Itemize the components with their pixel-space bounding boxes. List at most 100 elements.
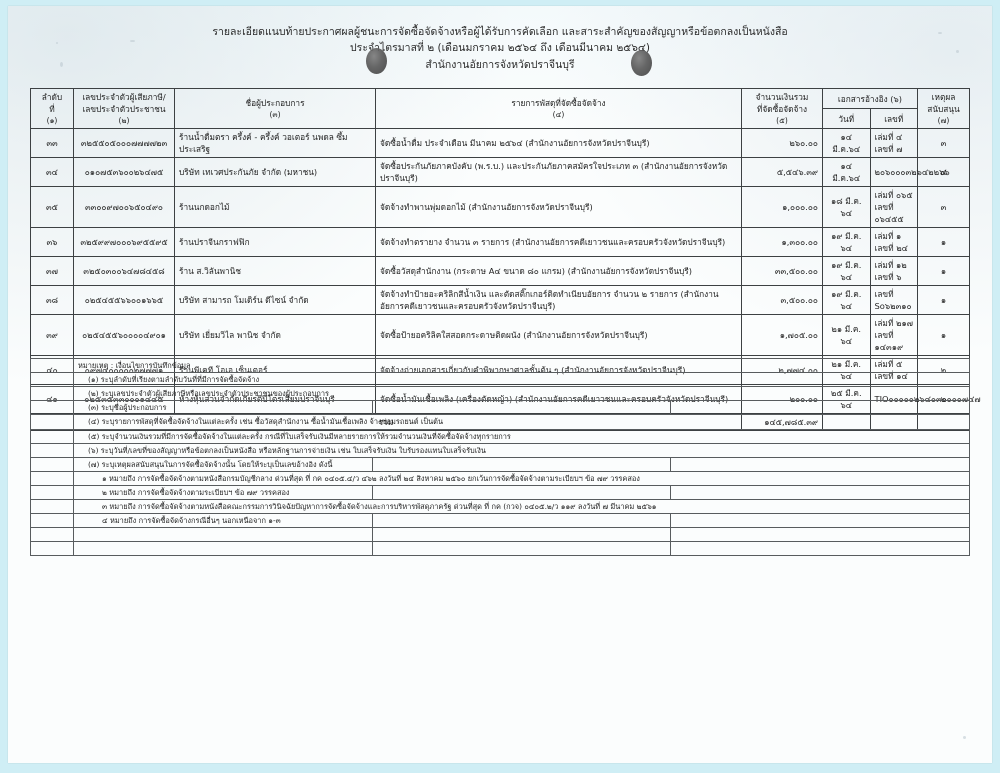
notes-gutter: [30, 357, 74, 374]
cell-reason: ๓: [917, 128, 970, 159]
cell-description: จัดจ้างทำตรายาง จำนวน ๓ รายการ (สำนักงาน…: [375, 227, 742, 258]
cell-description: จัดซื้อป้ายอคริลิคใสสอดกระดาษติดผนัง (สำ…: [375, 314, 742, 357]
notes-gutter: [30, 499, 74, 515]
column-header-reference-date: วันที่: [822, 108, 871, 130]
document-title-line-1: รายละเอียดแนบท้ายประกาศผลผู้ชนะการจัดซื้…: [212, 26, 788, 38]
notes-blank-rest: [371, 527, 672, 543]
column-header-tax-id: เลขประจำตัวผู้เสียภาษี/ เลขประจำตัวประชา…: [73, 87, 175, 130]
document-title-line-3: สำนักงานอัยการจังหวัดปราจีนบุรี: [425, 58, 575, 71]
notes-blank-row: [30, 541, 970, 557]
cell-reference-date: ๒๑ มี.ค. ๖๔: [822, 314, 871, 357]
cell-tax-id: ๐๒๕๔๕๕๖๖๐๐๑๖๖๕: [73, 285, 175, 316]
notes-item-row: (๒) ระบุเลขประจำตัวผู้เสียภาษีหรือเลขประ…: [30, 386, 970, 402]
notes-filler-right: [670, 484, 970, 501]
scan-speck: [956, 50, 959, 53]
notes-item-row: (๗) ระบุเหตุผลสนับสนุนในการจัดซื้อจัดจ้า…: [30, 456, 970, 472]
column-header-vendor-name: ชื่อผู้ประกอบการ (๓): [174, 87, 376, 130]
column-header-tax-l2: เลขประจำตัวประชาชน: [82, 104, 166, 115]
notes-item-1: (๑) ระบุลำดับที่เรียงตามลำดับวันที่ที่มี…: [73, 372, 970, 388]
column-header-amount-l2: ที่จัดซื้อจัดจ้าง: [756, 104, 808, 115]
cell-reason: ๑: [917, 256, 970, 287]
cell-amount: ๓,๕๐๐.๐๐: [741, 285, 823, 316]
column-header-amount: จำนวนเงินรวม ที่จัดซื้อจัดจ้าง (๕): [741, 87, 823, 130]
table-row: ๓๕ ๓๓๐๐๙๗๐๐๖๕๐๔๙๐ ร้านนกดอกไม้ จัดจ้างทำ…: [30, 186, 970, 229]
table-row: ๓๖ ๓๒๕๙๙๗๐๐๐๖๙๕๕๙๕ ร้านปราจีนกราฟฟิก จัด…: [30, 227, 970, 258]
cell-reference-number: เล่มที่ ๑๒ เลขที่ ๖: [869, 256, 918, 287]
cell-reference-date: ๑๔ มี.ค.๖๔: [822, 128, 871, 159]
cell-vendor-name: ร้านน้ำดื่มตรา ครึ้งค์ - ครึ้งค์ วอเตอร์…: [174, 128, 376, 159]
scan-speck: [963, 736, 966, 739]
document-header: รายละเอียดแนบท้ายประกาศผลผู้ชนะการจัดซื้…: [8, 24, 992, 73]
column-header-description-index: (๔): [552, 110, 565, 120]
cell-description: จัดซื้อน้ำดื่ม ประจำเดือน มีนาคม ๒๕๖๔ (ส…: [375, 128, 742, 159]
column-header-vendor-label: ชื่อผู้ประกอบการ: [245, 98, 305, 108]
notes-item-5: (๕) ระบุจำนวนเงินรวมที่มีการจัดซื้อจัดจ้…: [73, 428, 970, 444]
cell-reference-date: ๑๙ มี.ค. ๖๔: [822, 227, 871, 258]
notes-filler-right: [670, 400, 970, 416]
notes-blank-right: [670, 527, 970, 543]
table-header-row: ลำดับ ที่ (๑) เลขประจำตัวผู้เสียภาษี/ เล…: [30, 87, 970, 130]
column-header-description: รายการพัสดุที่จัดซื้อจัดจ้าง (๔): [375, 87, 742, 130]
notes-blank-rest: [371, 541, 672, 557]
column-header-reference-group: เอกสารอ้างอิง (๖): [822, 87, 918, 110]
notes-body: หมายเหตุ : เงื่อนไขการบันทึกข้อมูล (๑) ร…: [30, 357, 970, 557]
notes-subitem-3: ๓ หมายถึง การจัดซื้อจัดจ้างตามหนังสือคณะ…: [73, 499, 970, 515]
cell-vendor-name: บริษัท เยี่ยมวิไล พานิช จำกัด: [174, 314, 376, 357]
notes-gutter: [30, 541, 74, 557]
notes-item-row: (๕) ระบุจำนวนเงินรวมที่มีการจัดซื้อจัดจ้…: [30, 428, 970, 444]
cell-vendor-name: ร้านนกดอกไม้: [174, 186, 376, 229]
cell-reference-date: ๑๙ มี.ค. ๖๔: [822, 256, 871, 287]
cell-reference-date: ๑๔ มี.ค.๖๔: [822, 157, 871, 188]
table-header: ลำดับ ที่ (๑) เลขประจำตัวผู้เสียภาษี/ เล…: [30, 87, 970, 130]
notes-item-row: (๑) ระบุลำดับที่เรียงตามลำดับวันที่ที่มี…: [30, 372, 970, 388]
column-header-tax-l1: เลขประจำตัวผู้เสียภาษี/: [82, 92, 166, 102]
notes-filler: [371, 456, 672, 472]
notes-heading: หมายเหตุ : เงื่อนไขการบันทึกข้อมูล: [73, 357, 970, 374]
notes-gutter: [30, 372, 74, 388]
column-header-amount-index: (๕): [776, 116, 788, 126]
table-row: ๓๓ ๓๒๕๕๐๕๐๐๐๗๗๗๗๒๓ ร้านน้ำดื่มตรา ครึ้งค…: [30, 128, 970, 159]
scan-speck: [130, 40, 135, 42]
table-row: ๓๔ ๐๑๐๗๕๓๖๐๐๒๖๔๗๕ บริษัท เทเวศประกันภัย …: [30, 157, 970, 188]
column-header-no-l1: ลำดับ: [41, 92, 63, 102]
scan-speck: [938, 32, 942, 34]
cell-tax-id: ๓๓๐๐๙๗๐๐๖๕๐๔๙๐: [73, 186, 175, 229]
notes-gutter: [30, 400, 74, 416]
notes-gutter: [30, 484, 74, 501]
notes-gutter: [30, 386, 74, 402]
cell-no: ๓๘: [30, 285, 74, 316]
column-header-reference-number: เลขที่: [869, 108, 918, 130]
cell-reference-number: เล่มที่ ๑ เลขที่ ๒๔: [869, 227, 918, 258]
notes-gutter: [30, 442, 74, 458]
column-header-description-label: รายการพัสดุที่จัดซื้อจัดจ้าง: [511, 98, 606, 108]
cell-reference-number: เล่มที่ ๔ เลขที่ ๗: [869, 128, 918, 159]
table-subheader-row: วันที่ เลขที่: [31, 108, 970, 130]
notes-blank-row: [30, 527, 970, 543]
cell-tax-id: ๐๒๕๔๕๕๖๐๐๐๐๔๙๐๑: [73, 314, 175, 357]
cell-no: ๓๗: [30, 256, 74, 287]
notes-item-3: (๓) ระบุชื่อผู้ประกอบการ: [73, 400, 373, 416]
table-row: ๓๙ ๐๒๕๔๕๕๖๐๐๐๐๔๙๐๑ บริษัท เยี่ยมวิไล พาน…: [30, 314, 970, 357]
table-row: ๓๗ ๓๒๕๐๓๐๐๖๔๗๘๔๕๘ ร้าน ส.วิลันพานิช จัดซ…: [30, 256, 970, 287]
cell-reference-number: เล่มที่ ๐๖๕ เลขที่ ๐๖๔๕๕: [869, 186, 918, 229]
document-title-line-2: ประจำไตรมาสที่ ๒ (เดือนมกราคม ๒๕๖๔ ถึง เ…: [350, 42, 650, 55]
cell-no: ๓๕: [30, 186, 74, 229]
cell-amount: ๕,๕๔๖.๓๙: [741, 157, 823, 188]
cell-reference-date: ๑๘ มี.ค. ๖๔: [822, 186, 871, 229]
notes-filler: [371, 400, 672, 416]
cell-reason: ๑: [917, 227, 970, 258]
notes-section: หมายเหตุ : เงื่อนไขการบันทึกข้อมูล (๑) ร…: [30, 357, 970, 557]
cell-reason: ๑: [917, 314, 970, 357]
cell-vendor-name: ร้าน ส.วิลันพานิช: [174, 256, 376, 287]
column-header-reason-l2: สนับสนุน: [927, 104, 960, 115]
notes-blank-right: [670, 541, 970, 557]
notes-item-7: (๗) ระบุเหตุผลสนับสนุนในการจัดซื้อจัดจ้า…: [73, 456, 373, 472]
cell-amount: ๒๖๐.๐๐: [741, 128, 823, 159]
cell-reason: ๓: [917, 186, 970, 229]
cell-tax-id: ๓๒๕๐๓๐๐๖๔๗๘๔๕๘: [73, 256, 175, 287]
cell-reference-number: ๒๐๖๐๐๐๓๒๖๔๒๒๖๖: [869, 157, 950, 188]
cell-description: จัดจ้างทำพานพุ่มดอกไม้ (สำนักงานอัยการจั…: [375, 186, 742, 229]
cell-tax-id: ๓๒๕๕๐๕๐๐๐๗๗๗๗๒๓: [73, 128, 175, 159]
cell-amount: ๑,๐๐๐.๐๐: [741, 186, 823, 229]
notes-filler: [371, 513, 672, 529]
